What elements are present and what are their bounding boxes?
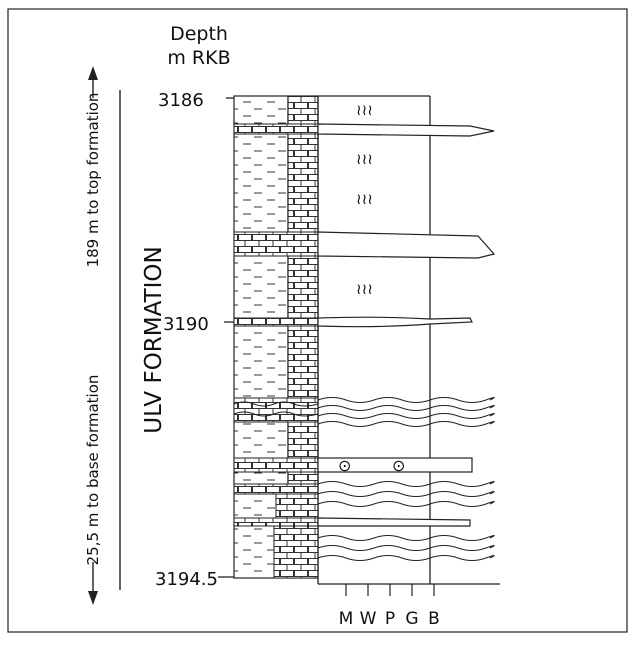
- lithology-column: [233, 95, 319, 579]
- depth-label-3190: 3190: [163, 314, 209, 335]
- grain-label-w: W: [360, 609, 377, 629]
- top-arrowhead-icon: [88, 66, 98, 80]
- grain-size-ticks: [345, 584, 435, 596]
- grain-label-m: M: [339, 609, 354, 629]
- top-formation-label: 189 m to top formation: [84, 93, 102, 268]
- grain-label-p: P: [385, 609, 395, 629]
- ooid-symbol-2: ⊙: [392, 456, 405, 475]
- depth-label-3186: 3186: [158, 90, 204, 111]
- wavy-symbol-1: ≀≀≀: [356, 101, 373, 119]
- wavy-symbol-2: ≀≀≀: [356, 150, 373, 168]
- grain-size-beds: [317, 123, 496, 562]
- depth-header-line1: Depth: [170, 23, 228, 45]
- base-arrowhead-icon: [88, 591, 98, 605]
- ooid-symbol-1: ⊙: [338, 456, 351, 475]
- wavy-symbol-3: ≀≀≀: [356, 190, 373, 208]
- depth-label-3194-5: 3194.5: [155, 569, 218, 590]
- grain-label-b: B: [428, 609, 440, 629]
- depth-header-line2: m RKB: [167, 47, 230, 69]
- grain-label-g: G: [405, 609, 418, 629]
- base-formation-label: 25,5 m to base formation: [84, 375, 102, 566]
- formation-label: ULV FORMATION: [141, 246, 167, 433]
- wavy-symbol-4: ≀≀≀: [356, 280, 373, 298]
